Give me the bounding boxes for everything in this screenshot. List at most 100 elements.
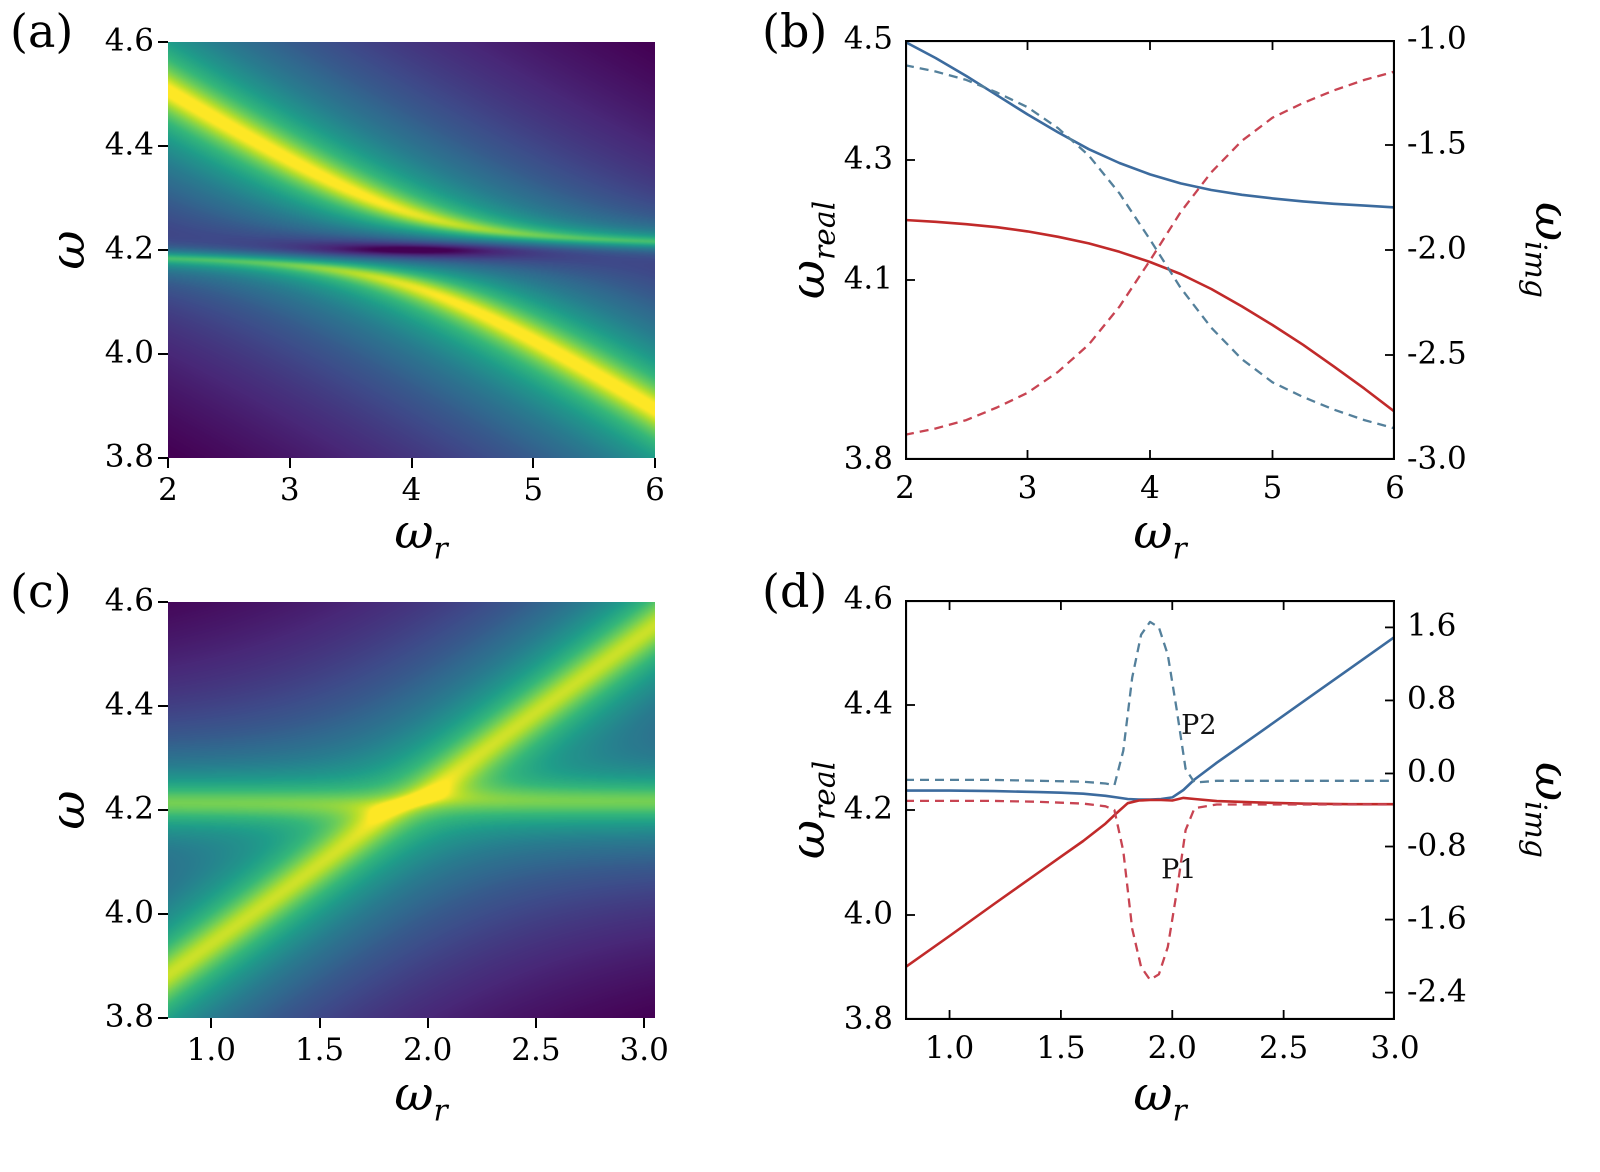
y-axis-title-d-left: ωreal [780, 760, 843, 860]
tick-label: 4.2 [104, 230, 154, 267]
tick-label: 4.0 [104, 894, 154, 931]
tick-label: 2.5 [511, 1032, 561, 1068]
tick-label: 4.6 [843, 580, 893, 617]
tick-label: 3.0 [619, 1032, 669, 1068]
omega-symbol: ω [394, 504, 434, 560]
y-tick-mark [158, 457, 168, 459]
panel-label-a: (a) [10, 4, 74, 58]
heatmap-canvas [168, 42, 655, 458]
omega-symbol: ω [780, 259, 836, 300]
x-axis-title-b: ωr [1133, 504, 1187, 567]
y-tick-mark [158, 705, 168, 707]
x-tick-mark [410, 458, 413, 468]
tick-label: 4.0 [104, 334, 154, 371]
heatmap-panel-c: 1.0 1.5 2.0 2.5 3.0 3.8 4.0 4.2 4.4 4.6 [105, 583, 669, 1068]
y-tick-mark [158, 1017, 168, 1019]
tick-label: 3 [279, 472, 300, 508]
omega-symbol: ω [394, 1066, 434, 1122]
tick-label: 2.0 [1147, 1030, 1197, 1066]
tick-label: 3.8 [843, 1000, 893, 1037]
panel-label-d: (d) [762, 564, 828, 618]
panel-label-c: (c) [10, 564, 72, 618]
series-upper-branch-imag [905, 64, 1395, 430]
y-tick-mark [158, 809, 168, 811]
heatmap-canvas [168, 602, 655, 1018]
plot-frame [905, 40, 1395, 460]
x-tick-mark [532, 458, 535, 468]
omega-symbol: ω [1524, 762, 1580, 802]
tick-label: 4 [1140, 470, 1160, 506]
tick-label: -1.0 [1407, 20, 1467, 57]
x-tick-mark [426, 1018, 429, 1028]
tick-label: 4.1 [843, 260, 893, 297]
tick-label: 1.0 [186, 1032, 236, 1068]
tick-label: -0.8 [1407, 827, 1467, 864]
x-axis-title-c: ωr [394, 1066, 448, 1129]
tick-label: 2 [895, 470, 915, 506]
heatmap-panel-a: 2 3 4 5 6 3.8 4.0 4.2 4.4 4.6 [105, 23, 665, 508]
y-axis-title-b-left: ωreal [780, 200, 843, 300]
omega-symbol: ω [40, 790, 96, 830]
x-tick-mark [288, 458, 291, 468]
line-chart-panel-d: P1 P2 1.0 1.5 2.0 2.5 3.0 4.6 4.4 4.2 4.0 3.8 1.6 0.8… [844, 581, 1467, 1066]
y-tick-mark [158, 353, 168, 355]
tick-label: 0.8 [1407, 680, 1457, 717]
tick-label: 4 [401, 472, 422, 508]
tick-label: 3.8 [104, 438, 154, 475]
tick-label: 4.4 [104, 686, 154, 723]
tick-label: 1.0 [924, 1030, 975, 1066]
tick-label: 4.3 [843, 140, 893, 177]
tick-label: 4.6 [104, 22, 154, 59]
series-upper-branch-real [905, 40, 1395, 209]
tick-label: 1.5 [1036, 1030, 1086, 1066]
tick-label: 3.8 [104, 998, 154, 1035]
x-tick-mark [534, 1018, 537, 1028]
tick-label: 4.2 [104, 790, 154, 827]
x-tick-mark [318, 1018, 321, 1028]
tick-label: -3.0 [1407, 440, 1467, 477]
y-tick-mark [158, 145, 168, 147]
tick-label: 5 [1262, 470, 1283, 506]
tick-label: -2.4 [1407, 973, 1467, 1010]
annotation-P2: P2 [1181, 710, 1216, 741]
omega-symbol: ω [780, 819, 836, 860]
tick-label: 1.5 [294, 1032, 345, 1068]
omega-symbol: ω [40, 230, 96, 270]
x-axis-title-d: ωr [1133, 1066, 1187, 1129]
omega-symbol: ω [1524, 202, 1580, 242]
tick-label: -1.5 [1407, 125, 1467, 162]
y-tick-mark [158, 601, 168, 603]
y-axis-title-c: ω [36, 670, 100, 950]
annotation-P1: P1 [1161, 854, 1196, 885]
plot-frame [905, 600, 1395, 1020]
line-chart-svg: P1 P2 [905, 600, 1395, 1020]
tick-label: 6 [1385, 470, 1405, 506]
x-tick-mark [654, 458, 656, 468]
tick-label: 0.0 [1407, 754, 1457, 791]
y-tick-mark [158, 913, 168, 915]
x-tick-mark [167, 458, 169, 468]
tick-label: 2 [158, 472, 178, 508]
omega-symbol: ω [1133, 504, 1173, 560]
series-upper-branch-real [905, 635, 1395, 801]
tick-label: 4.5 [843, 20, 893, 57]
tick-label: 3 [1017, 470, 1038, 506]
tick-label: -2.5 [1407, 335, 1467, 372]
y-tick-mark [158, 41, 168, 43]
tick-label: 3.0 [1370, 1030, 1420, 1066]
tick-label: 4.2 [843, 790, 893, 827]
tick-label: 4.0 [843, 895, 893, 932]
y-axis-title-b-right: ωimg [1517, 202, 1580, 298]
x-axis-title-a: ωr [394, 504, 448, 567]
x-tick-mark [210, 1018, 213, 1028]
tick-label: -2.0 [1407, 230, 1467, 267]
series-lower-branch-real [905, 218, 1395, 414]
y-axis-title-d-right: ωimg [1517, 762, 1580, 858]
tick-label: 4.6 [104, 582, 154, 619]
series-lower-branch-imag [905, 70, 1395, 436]
series-lower-branch-imag [905, 799, 1395, 981]
panel-label-b: (b) [762, 4, 828, 58]
tick-label: 2.5 [1258, 1030, 1309, 1066]
line-chart-svg [905, 40, 1395, 460]
